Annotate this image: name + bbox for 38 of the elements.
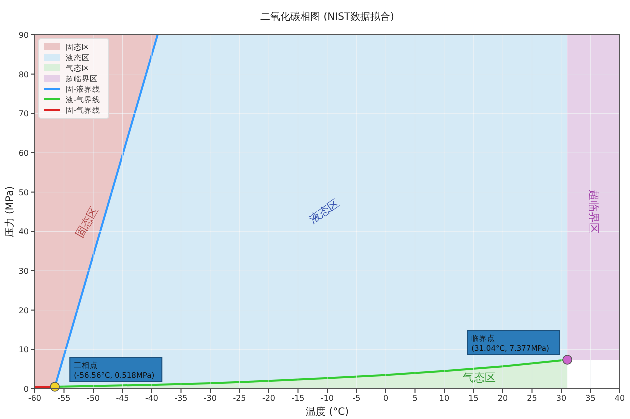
chart-title: 二氧化碳相图 (NIST数据拟合) [260, 11, 395, 23]
x-tick-label: 30 [556, 394, 567, 403]
x-tick-label: 10 [439, 394, 450, 403]
y-axis-title: 压力 (MPa) [4, 186, 16, 238]
x-tick-label: -55 [58, 394, 71, 403]
y-tick-label: 60 [18, 149, 29, 158]
annotation: 固态区 [73, 204, 102, 240]
y-tick-label: 10 [18, 346, 29, 355]
x-tick-label: -25 [233, 394, 246, 403]
x-tick-label: 20 [498, 394, 508, 403]
x-tick-label: -5 [352, 394, 361, 403]
y-tick-label: 80 [18, 70, 29, 80]
annotation: 气态区 [463, 371, 496, 384]
y-tick-label: 70 [18, 110, 29, 119]
x-tick-label: 40 [614, 394, 626, 403]
x-tick-label: -35 [174, 394, 188, 403]
x-tick-label: 15 [468, 394, 479, 403]
y-tick-label: 20 [18, 306, 29, 316]
x-tick-label: -30 [204, 394, 218, 403]
x-tick-label: 35 [586, 394, 596, 403]
x-tick-label: 25 [527, 394, 538, 403]
x-tick-label: -60 [28, 394, 42, 403]
y-tick-label: 30 [18, 267, 29, 276]
x-tick-label: -15 [292, 394, 305, 403]
x-tick-label: -20 [262, 394, 276, 403]
x-tick-label: -40 [145, 394, 159, 403]
x-tick-label: -50 [86, 394, 100, 403]
annotation: 液态区 [307, 196, 342, 226]
x-tick-label: 0 [383, 394, 389, 403]
y-tick-label: 40 [18, 228, 29, 237]
y-tick-label: 0 [24, 385, 29, 394]
x-tick-label: -45 [116, 394, 130, 403]
x-tick-label: -10 [320, 394, 334, 403]
x-tick-label: 5 [412, 394, 418, 403]
x-axis-title: 温度 (°C) [306, 406, 350, 418]
annotation: 超临界区 [588, 190, 601, 234]
y-tick-label: 90 [18, 31, 29, 40]
y-tick-label: 50 [18, 188, 29, 198]
